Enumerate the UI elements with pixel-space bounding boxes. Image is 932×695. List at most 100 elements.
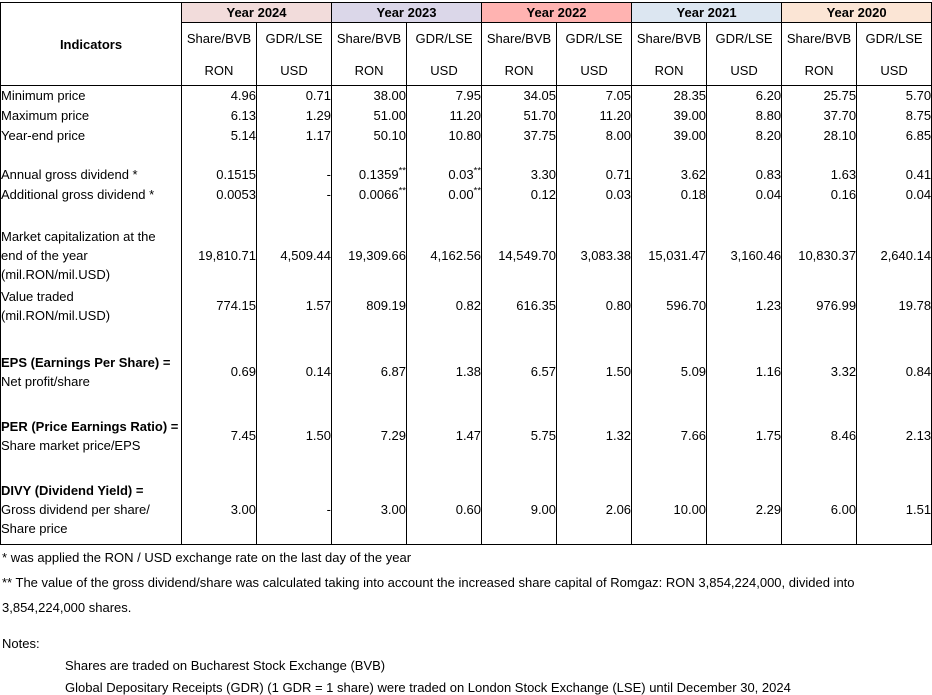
value-cell: 39.00 <box>631 125 708 146</box>
row-label-line: Share market price/EPS <box>1 437 141 453</box>
row-label-line: DIVY (Dividend Yield) = <box>1 483 144 499</box>
table-row: Additional gross dividend * 0.0053-0.0066… <box>0 184 932 205</box>
market-label: GDR/LSE <box>265 31 323 46</box>
value-cell: 4,509.44 <box>255 225 333 286</box>
row-label: Maximum price <box>0 105 182 126</box>
row-label: PER (Price Earnings Ratio) = Share market… <box>0 413 182 458</box>
value-cell: 0.0053 <box>181 184 257 205</box>
value-cell <box>781 325 858 350</box>
value-cell <box>406 325 483 350</box>
value-cell: 2.13 <box>856 413 932 458</box>
value-cell: 3.32 <box>781 349 858 394</box>
footnote-text: The value of the gross dividend/share wa… <box>15 575 855 590</box>
value-cell: 0.04 <box>706 184 783 205</box>
value-cell: 809.19 <box>331 285 408 326</box>
notes-heading: Notes: <box>2 636 40 651</box>
row-label <box>0 204 182 226</box>
subheader-cell: Share/BVB RON <box>481 22 558 86</box>
value-cell: 1.47 <box>406 413 483 458</box>
market-label: Share/BVB <box>786 31 852 46</box>
value-cell <box>556 393 633 414</box>
subheader-cell-inner: Share/BVB RON <box>633 23 706 85</box>
value-cell <box>255 204 333 226</box>
value-cell: 0.1515 <box>181 164 257 185</box>
value-cell <box>406 145 483 165</box>
value-cell <box>481 393 558 414</box>
value-cell: 774.15 <box>181 285 257 326</box>
value-cell <box>856 325 932 350</box>
value-cell <box>181 204 257 226</box>
subheader-cell: GDR/LSE USD <box>255 22 333 86</box>
year-header-cell: Year 2021 <box>631 2 783 23</box>
footnote-marker: ** <box>398 185 407 197</box>
value-cell <box>181 393 257 414</box>
currency-label: USD <box>430 63 458 78</box>
value-cell: 1.63 <box>781 164 858 185</box>
value-cell: 1.57 <box>255 285 333 326</box>
currency-label: RON <box>354 63 384 78</box>
value-cell <box>481 204 558 226</box>
row-label-line: (mil.RON/mil.USD) <box>1 307 111 323</box>
value-cell: 3,083.38 <box>556 225 633 286</box>
value-cell <box>406 457 483 476</box>
value-cell: 25.75 <box>781 85 858 106</box>
value-cell: 19,810.71 <box>181 225 257 286</box>
row-label-line: Share price <box>1 521 68 537</box>
value-cell <box>255 325 333 350</box>
value-cell: 39.00 <box>631 105 708 126</box>
table-row: Annual gross dividend * 0.1515-0.1359** 0.… <box>0 164 932 185</box>
market-label: Share/BVB <box>636 31 702 46</box>
value-cell: 6.85 <box>856 125 932 146</box>
value-cell <box>781 145 858 165</box>
row-label-line: end of the year <box>1 248 88 263</box>
value-cell: 11.20 <box>556 105 633 126</box>
value-cell: 0.12 <box>481 184 558 205</box>
blank-row <box>0 145 932 165</box>
value-cell <box>706 325 783 350</box>
value-cell <box>556 325 633 350</box>
footnote-text: 3,854,224,000 shares. <box>2 600 132 615</box>
note-item-bvb: Shares are traded on Bucharest Stock Exc… <box>65 658 386 673</box>
value-cell: 8.75 <box>856 105 932 126</box>
value-cell <box>481 457 558 476</box>
footnote-marker: ** <box>473 185 482 197</box>
value-cell <box>631 457 708 476</box>
value-cell: 6.00 <box>781 475 858 545</box>
value-cell: 0.69 <box>181 349 257 394</box>
value-cell <box>631 145 708 165</box>
subheader-cell-inner: Share/BVB RON <box>783 23 856 85</box>
currency-label: USD <box>280 63 308 78</box>
value-cell: 11.20 <box>406 105 483 126</box>
row-label: DIVY (Dividend Yield) = Gross dividend pe… <box>0 475 182 545</box>
value-cell: 616.35 <box>481 285 558 326</box>
value-cell: 0.04 <box>856 184 932 205</box>
value-cell: 37.75 <box>481 125 558 146</box>
value-cell <box>556 145 633 165</box>
footnote-marker: * <box>2 550 8 565</box>
subheader-cell: Share/BVB RON <box>181 22 257 86</box>
row-label: Annual gross dividend * <box>0 164 182 185</box>
footnote-marker: ** <box>398 165 407 177</box>
row-label-line: (mil.RON/mil.USD) <box>1 267 111 282</box>
currency-label: RON <box>504 63 534 78</box>
value-cell: 0.80 <box>556 285 633 326</box>
value-cell <box>706 457 783 476</box>
value-cell: 0.82 <box>406 285 483 326</box>
value-cell: 19,309.66 <box>331 225 408 286</box>
value-cell: 0.0066** <box>331 184 408 205</box>
value-cell: 5.70 <box>856 85 932 106</box>
value-cell <box>781 457 858 476</box>
value-cell: 4,162.56 <box>406 225 483 286</box>
value-cell: 976.99 <box>781 285 858 326</box>
notes-block: Notes: Shares are traded on Bucharest St… <box>0 636 932 695</box>
year-header-row: Indicators Year 2024 Year 2023 Year 2022 Yea… <box>0 2 932 86</box>
subheader-row: Share/BVB RON GDR/LSE USD Share/BVB RON GDR/LS… <box>1 22 932 86</box>
value-cell: 0.41 <box>856 164 932 185</box>
footnote-share-capital: ** The value of the gross dividend/share… <box>2 575 932 590</box>
footnote-exchange-rate: * was applied the RON / USD exchange rat… <box>2 550 932 565</box>
value-cell: 3.00 <box>331 475 408 545</box>
market-label: GDR/LSE <box>865 31 923 46</box>
currency-label: RON <box>804 63 834 78</box>
table-row: DIVY (Dividend Yield) = Gross dividend pe… <box>0 475 932 545</box>
